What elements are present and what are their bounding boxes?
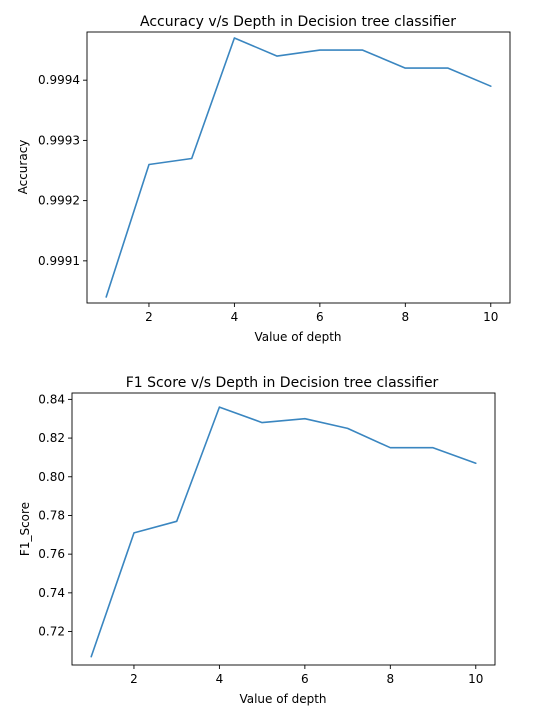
f1-score-y-tick-label: 0.80 (38, 470, 65, 484)
f1-score-chart-title: F1 Score v/s Depth in Decision tree clas… (126, 375, 439, 391)
f1-score-y-tick-label: 0.78 (38, 508, 65, 522)
f1-score-y-tick-label: 0.76 (38, 547, 65, 561)
accuracy-x-tick-label: 8 (401, 310, 409, 324)
accuracy-series-line (105, 37, 492, 298)
accuracy-y-ticks: 0.9991 0.9992 0.9993 0.9994 (38, 73, 87, 268)
accuracy-x-axis-label: Value of depth (254, 330, 341, 344)
f1-score-y-tick-label: 0.82 (38, 431, 65, 445)
f1-score-y-tick-label: 0.72 (38, 625, 65, 639)
accuracy-y-axis-label: Accuracy (16, 140, 30, 195)
f1-score-y-tick-label: 0.84 (38, 392, 65, 406)
f1-score-x-ticks: 2 4 6 8 10 (130, 665, 483, 686)
accuracy-x-tick-label: 6 (316, 310, 324, 324)
accuracy-chart-title: Accuracy v/s Depth in Decision tree clas… (140, 14, 456, 30)
f1-score-plot-area (71, 392, 496, 666)
accuracy-x-tick-label: 10 (483, 310, 498, 324)
f1-score-y-ticks: 0.72 0.74 0.76 0.78 0.80 0.82 0.84 (38, 392, 72, 639)
f1-score-chart: F1 Score v/s Depth in Decision tree clas… (18, 375, 496, 706)
accuracy-plot-area (86, 31, 511, 304)
accuracy-x-tick-label: 4 (231, 310, 239, 324)
f1-score-x-tick-label: 10 (468, 672, 483, 686)
accuracy-y-tick-label: 0.9992 (38, 194, 80, 208)
accuracy-x-tick-label: 2 (145, 310, 153, 324)
f1-score-x-tick-label: 4 (216, 672, 224, 686)
f1-score-x-tick-label: 6 (301, 672, 309, 686)
accuracy-x-ticks: 2 4 6 8 10 (145, 303, 498, 324)
f1-score-x-axis-label: Value of depth (239, 692, 326, 706)
accuracy-y-tick-label: 0.9993 (38, 133, 80, 147)
accuracy-chart: Accuracy v/s Depth in Decision tree clas… (16, 14, 511, 344)
accuracy-y-tick-label: 0.9991 (38, 254, 80, 268)
f1-score-x-tick-label: 8 (386, 672, 394, 686)
f1-score-y-tick-label: 0.74 (38, 586, 65, 600)
f1-score-y-axis-label: F1_Score (18, 502, 32, 556)
f1-score-x-tick-label: 2 (130, 672, 138, 686)
f1-score-series-line (90, 406, 477, 658)
accuracy-y-tick-label: 0.9994 (38, 73, 80, 87)
